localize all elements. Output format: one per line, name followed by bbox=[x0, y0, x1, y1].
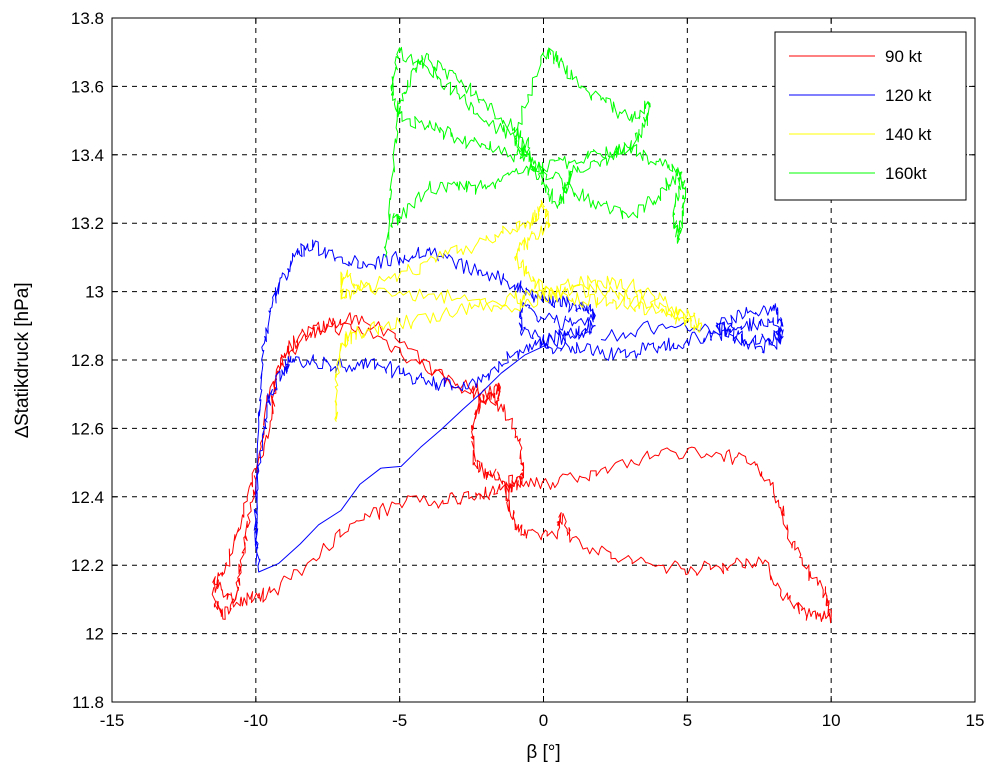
x-tick-label: -10 bbox=[244, 711, 269, 730]
y-axis-label: ∆Statikdruck [hPa] bbox=[12, 282, 33, 437]
y-tick-label: 13.6 bbox=[71, 77, 104, 96]
legend-label: 120 kt bbox=[885, 86, 932, 105]
legend-label: 140 kt bbox=[885, 125, 932, 144]
legend-label: 90 kt bbox=[885, 47, 922, 66]
y-tick-label: 12 bbox=[85, 625, 104, 644]
x-axis: -15 -10 -5 0 5 10 15 bbox=[100, 18, 985, 730]
x-tick-label: 10 bbox=[822, 711, 841, 730]
x-tick-label: 5 bbox=[683, 711, 692, 730]
x-axis-label: β [°] bbox=[526, 742, 560, 763]
plot-lines bbox=[211, 46, 832, 624]
series-line-0 bbox=[211, 312, 832, 624]
y-tick-label: 12.4 bbox=[71, 488, 104, 507]
x-tick-label: 15 bbox=[966, 711, 985, 730]
y-tick-label: 13.2 bbox=[71, 214, 104, 233]
y-tick-label: 11.8 bbox=[72, 693, 104, 712]
y-tick-label: 12.2 bbox=[71, 556, 104, 575]
x-tick-label: -5 bbox=[392, 711, 407, 730]
legend: 90 kt 120 kt 140 kt 160kt bbox=[774, 31, 967, 201]
x-tick-label: 0 bbox=[539, 711, 548, 730]
series-line-3 bbox=[383, 46, 687, 258]
y-tick-label: 13 bbox=[85, 283, 104, 302]
series-line-2 bbox=[334, 199, 703, 422]
legend-box bbox=[774, 31, 967, 201]
y-axis: 11.8 12 12.2 12.4 12.6 12.8 13 13.2 13.4 13.6 13.8 bbox=[71, 9, 975, 712]
y-tick-label: 13.8 bbox=[71, 9, 104, 28]
legend-label: 160kt bbox=[885, 164, 927, 183]
y-tick-label: 13.4 bbox=[71, 146, 104, 165]
y-tick-label: 12.8 bbox=[71, 351, 104, 370]
series-line-1 bbox=[253, 239, 784, 573]
y-tick-label: 12.6 bbox=[71, 419, 104, 438]
x-tick-label: -15 bbox=[100, 711, 125, 730]
